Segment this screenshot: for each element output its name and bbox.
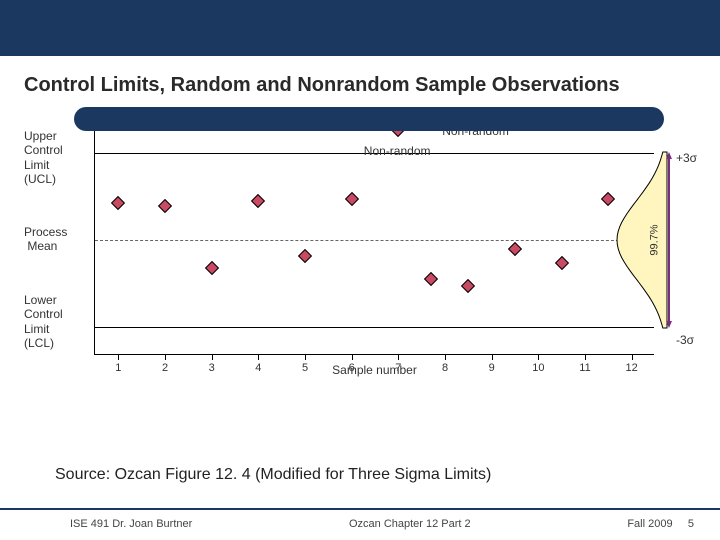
mean-label: Process Mean	[24, 225, 67, 254]
sample-point	[111, 196, 125, 210]
x-tick-label: 11	[579, 362, 590, 374]
sample-point	[461, 279, 475, 293]
x-tick	[445, 354, 446, 360]
footer-right: Fall 2009 5	[627, 518, 694, 530]
x-tick	[352, 354, 353, 360]
mean-line	[95, 240, 654, 241]
x-tick-label: 4	[255, 362, 261, 374]
x-tick	[585, 354, 586, 360]
x-axis-label: Sample number	[332, 363, 417, 377]
coverage-pct-label: 99.7%	[649, 224, 661, 255]
sample-point	[508, 242, 522, 256]
sample-point	[424, 272, 438, 286]
brand-topbar	[0, 0, 720, 56]
x-tick	[258, 354, 259, 360]
sample-point	[205, 261, 219, 275]
lcl-label: Lower Control Limit (LCL)	[24, 293, 63, 351]
lcl-line	[95, 327, 654, 328]
x-tick	[538, 354, 539, 360]
footer-left: ISE 491 Dr. Joan Burtner	[70, 518, 192, 530]
footer-center: Ozcan Chapter 12 Part 2	[349, 518, 471, 530]
nonrandom-annotation: Non-random	[364, 144, 431, 158]
x-tick-label: 9	[489, 362, 495, 374]
x-tick-label: 1	[115, 362, 121, 374]
ucl-label: Upper Control Limit (UCL)	[24, 129, 63, 187]
x-tick	[165, 354, 166, 360]
x-tick-label: 8	[442, 362, 448, 374]
footer-term: Fall 2009	[627, 518, 672, 530]
x-tick-label: 12	[626, 362, 638, 374]
control-chart: 99.7% 123456789101112 Sample number Non-…	[94, 125, 654, 355]
sample-point	[158, 198, 172, 212]
subtitle-bar	[74, 107, 664, 131]
x-tick	[398, 354, 399, 360]
footer-page-number: 5	[688, 518, 694, 530]
footer-rule	[0, 508, 720, 510]
x-tick	[212, 354, 213, 360]
sample-point	[251, 194, 265, 208]
sample-point	[298, 249, 312, 263]
x-tick	[305, 354, 306, 360]
distribution-bell	[603, 142, 673, 338]
x-tick	[492, 354, 493, 360]
x-tick	[632, 354, 633, 360]
slide-footer: ISE 491 Dr. Joan Burtner Ozcan Chapter 1…	[0, 518, 720, 530]
x-tick	[118, 354, 119, 360]
control-chart-wrap: Upper Control Limit (UCL) Process Mean L…	[24, 125, 696, 355]
minus-3-sigma-label: -3σ	[676, 333, 694, 347]
x-tick-label: 3	[209, 362, 215, 374]
sample-point	[345, 192, 359, 206]
x-tick-label: 10	[532, 362, 544, 374]
sample-point	[555, 256, 569, 270]
source-citation: Source: Ozcan Figure 12. 4 (Modified for…	[55, 466, 491, 484]
x-tick-label: 5	[302, 362, 308, 374]
slide-title: Control Limits, Random and Nonrandom Sam…	[24, 74, 696, 97]
x-tick-label: 2	[162, 362, 168, 374]
slide-body: Control Limits, Random and Nonrandom Sam…	[0, 56, 720, 540]
plus-3-sigma-label: +3σ	[676, 151, 697, 165]
